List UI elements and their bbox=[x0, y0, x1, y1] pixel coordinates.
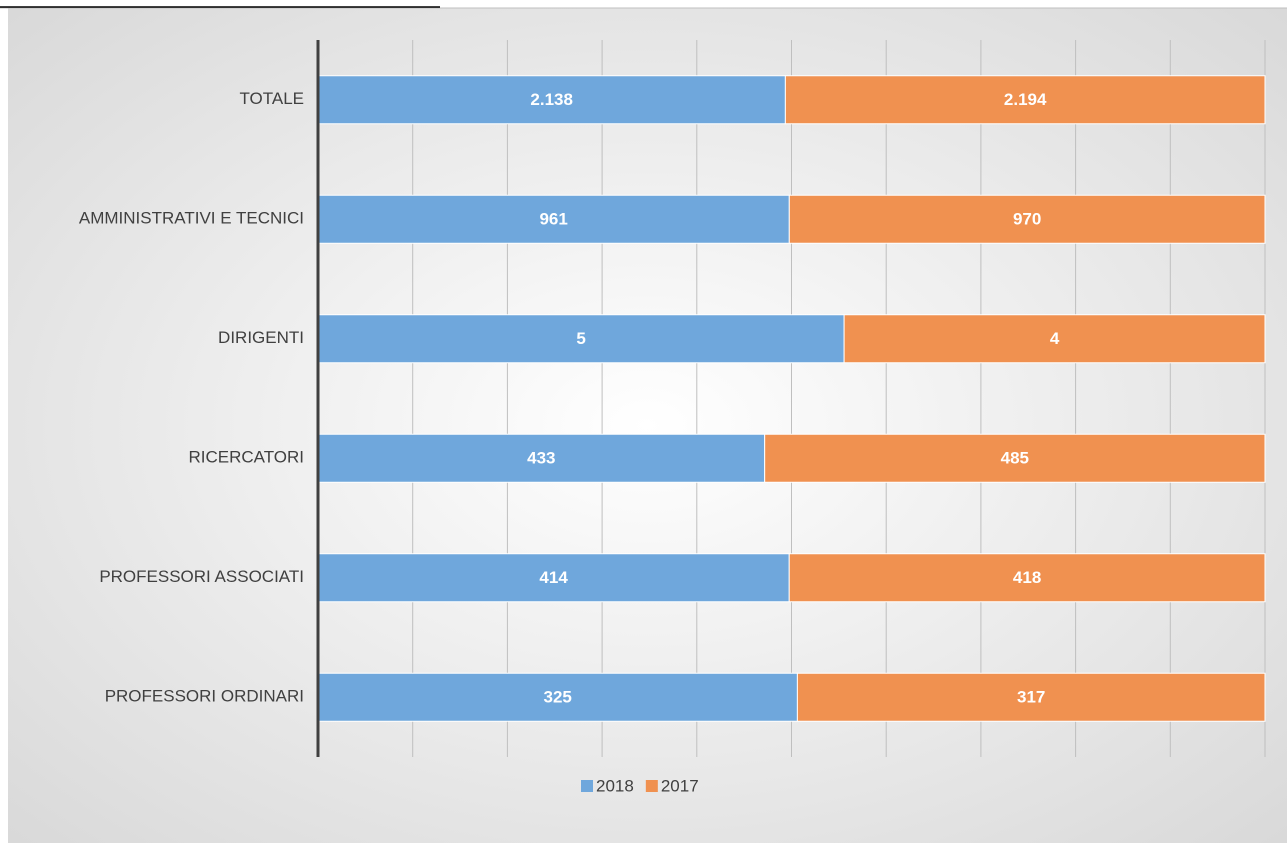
category-label: AMMINISTRATIVI E TECNICI bbox=[79, 209, 304, 228]
value-label: 4 bbox=[1050, 329, 1060, 348]
bar-segment bbox=[317, 314, 845, 364]
value-label: 325 bbox=[544, 688, 572, 707]
category-label: PROFESSORI ASSOCIATI bbox=[99, 567, 304, 586]
value-label: 5 bbox=[576, 329, 585, 348]
legend-label: 2017 bbox=[661, 776, 699, 795]
bar-segment bbox=[796, 672, 1266, 722]
category-label: TOTALE bbox=[239, 89, 304, 108]
bar-segment bbox=[317, 672, 798, 722]
category-label: DIRIGENTI bbox=[218, 328, 304, 347]
legend-label: 2018 bbox=[596, 776, 634, 795]
category-label: RICERCATORI bbox=[188, 448, 304, 467]
legend-swatch bbox=[645, 780, 658, 792]
bar-segment bbox=[317, 194, 790, 244]
value-label: 961 bbox=[539, 210, 567, 229]
bar-segment bbox=[788, 553, 1266, 603]
bar-segment bbox=[784, 75, 1266, 125]
bar-segment bbox=[764, 433, 1266, 483]
legend-swatch bbox=[581, 780, 593, 792]
value-label: 2.138 bbox=[530, 90, 573, 109]
value-label: 418 bbox=[1013, 568, 1041, 587]
value-label: 414 bbox=[539, 568, 568, 587]
value-label: 970 bbox=[1013, 210, 1041, 229]
value-label: 317 bbox=[1017, 688, 1045, 707]
value-label: 485 bbox=[1001, 449, 1029, 468]
bar-segment bbox=[317, 75, 786, 125]
bar-segment bbox=[317, 553, 790, 603]
bar-segment bbox=[788, 194, 1266, 244]
value-label: 2.194 bbox=[1004, 90, 1047, 109]
value-label: 433 bbox=[527, 449, 555, 468]
bar-segment bbox=[843, 314, 1266, 364]
category-label: PROFESSORI ORDINARI bbox=[105, 687, 304, 706]
